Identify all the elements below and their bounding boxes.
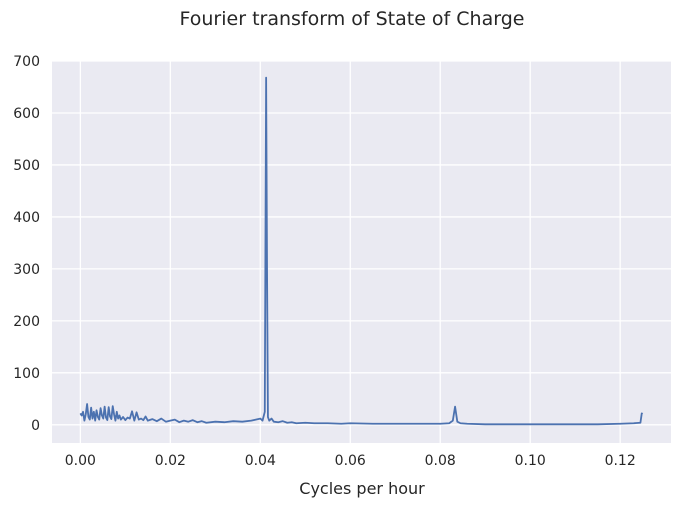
y-tick-labels: 0 100 200 300 400 500 600 700 [13,54,40,434]
x-tick-label: 0.10 [515,453,546,469]
y-tick-label: 600 [13,106,40,122]
chart-title: Fourier transform of State of Charge [180,8,525,30]
plot-area [52,61,671,443]
y-tick-label: 500 [13,158,40,174]
x-tick-label: 0.08 [425,453,456,469]
x-gridlines [79,61,621,443]
x-tick-label: 0.12 [605,453,636,469]
y-tick-label: 100 [13,366,40,382]
x-tick-label: 0.04 [245,453,276,469]
x-axis-label: Cycles per hour [299,479,425,498]
y-tick-label: 300 [13,262,40,278]
y-gridlines [52,60,671,426]
x-tick-labels: 0.00 0.02 0.04 0.06 0.08 0.10 0.12 [65,453,636,469]
y-tick-label: 200 [13,314,40,330]
y-tick-label: 700 [13,54,40,70]
x-tick-label: 0.06 [335,453,366,469]
x-tick-label: 0.00 [65,453,96,469]
y-tick-label: 400 [13,210,40,226]
series-line-0 [79,76,644,426]
y-tick-label: 0 [31,418,40,434]
x-tick-label: 0.02 [155,453,186,469]
series-layer [79,76,644,426]
